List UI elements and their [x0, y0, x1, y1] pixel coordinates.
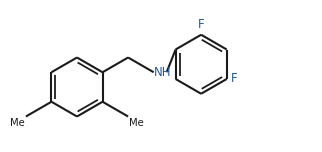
- Text: NH: NH: [154, 66, 171, 79]
- Text: Me: Me: [129, 117, 144, 128]
- Text: F: F: [231, 73, 237, 85]
- Text: F: F: [198, 18, 204, 31]
- Text: Me: Me: [10, 117, 25, 128]
